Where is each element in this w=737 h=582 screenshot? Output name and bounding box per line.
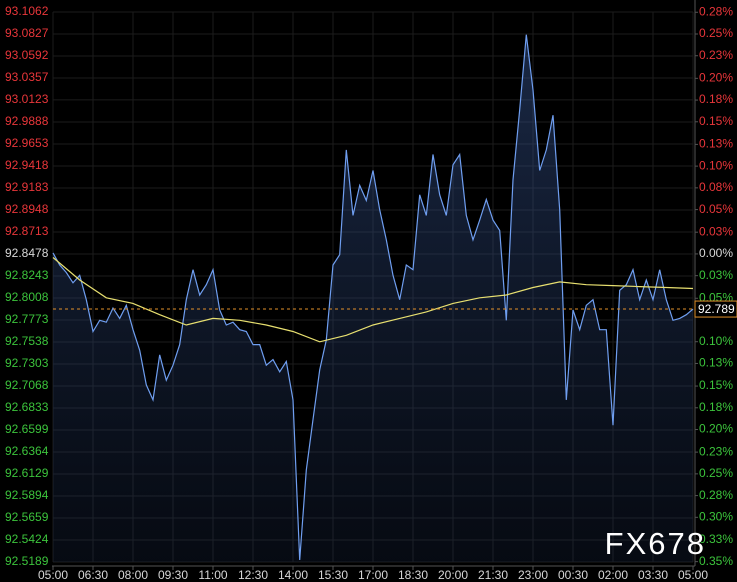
y-tick-label: 92.7068 (5, 378, 49, 392)
y-tick-label: 93.0357 (5, 70, 49, 84)
y-tick-label: 92.6129 (5, 466, 49, 480)
y2-tick-label: 0.33% (699, 532, 733, 546)
x-tick-label: 00:30 (558, 568, 588, 582)
y2-tick-label: 0.00% (699, 246, 733, 260)
y2-tick-label: 0.05% (699, 202, 733, 216)
y-tick-label: 93.0123 (5, 92, 49, 106)
y2-tick-label: 0.18% (699, 400, 733, 414)
x-tick-label: 18:30 (398, 568, 428, 582)
x-tick-label: 11:00 (198, 568, 227, 582)
y-tick-label: 92.6833 (5, 400, 49, 414)
y-tick-label: 92.9888 (5, 114, 49, 128)
y-tick-label: 92.9653 (5, 136, 49, 150)
watermark: FX678 (605, 526, 706, 561)
x-tick-label: 20:00 (438, 568, 468, 582)
y-tick-label: 92.5659 (5, 510, 49, 524)
x-tick-label: 12:30 (238, 568, 268, 582)
y2-tick-label: 0.25% (699, 26, 733, 40)
y2-tick-label: 0.23% (699, 48, 733, 62)
y-tick-label: 92.8478 (5, 246, 49, 260)
y-tick-label: 93.0592 (5, 48, 49, 62)
x-tick-label: 02:00 (598, 568, 628, 582)
y-tick-label: 92.8713 (5, 224, 49, 238)
x-tick-label: 09:30 (158, 568, 188, 582)
x-tick-label: 17:00 (358, 568, 388, 582)
last-price-label: 92.789 (698, 302, 735, 316)
x-tick-label: 23:00 (518, 568, 548, 582)
x-tick-label: 15:30 (318, 568, 348, 582)
x-tick-label: 03:30 (638, 568, 668, 582)
x-tick-label: 06:30 (78, 568, 108, 582)
y2-tick-label: 0.08% (699, 180, 733, 194)
x-tick-label: 05:00 (678, 568, 708, 582)
y2-tick-label: 0.25% (699, 466, 733, 480)
y-tick-label: 92.7773 (5, 312, 49, 326)
y2-tick-label: 0.03% (699, 268, 733, 282)
y-tick-label: 92.6364 (5, 444, 49, 458)
y-tick-label: 92.8948 (5, 202, 49, 216)
y2-tick-label: 0.28% (699, 488, 733, 502)
last-price-box (694, 300, 737, 318)
y-tick-label: 92.7538 (5, 334, 49, 348)
y-tick-label: 92.5189 (5, 554, 49, 568)
y2-tick-label: 0.10% (699, 334, 733, 348)
y2-tick-label: 0.15% (699, 114, 733, 128)
y-tick-label: 92.5894 (5, 488, 49, 502)
y2-tick-label: 0.13% (699, 356, 733, 370)
y-tick-label: 92.9418 (5, 158, 49, 172)
y-tick-label: 92.9183 (5, 180, 49, 194)
y2-tick-label: 0.18% (699, 92, 733, 106)
y2-tick-label: 0.20% (699, 70, 733, 84)
x-tick-label: 05:00 (38, 568, 68, 582)
y-tick-label: 92.7303 (5, 356, 49, 370)
price-area (53, 34, 693, 562)
x-tick-label: 21:30 (478, 568, 508, 582)
y2-tick-label: 0.13% (699, 137, 733, 151)
y-tick-label: 92.6599 (5, 422, 49, 436)
y2-tick-label: 0.28% (699, 4, 733, 18)
moving-average-line (52, 257, 694, 343)
x-tick-label: 08:00 (118, 568, 148, 582)
y2-tick-label: 0.30% (699, 509, 733, 523)
y2-tick-label: 0.15% (699, 378, 733, 392)
price-line (52, 34, 694, 561)
y2-tick-label: 0.20% (699, 422, 733, 436)
y2-tick-label: 0.23% (699, 444, 733, 458)
y-tick-label: 92.8008 (5, 290, 49, 304)
x-tick-label: 14:00 (278, 568, 308, 582)
y-tick-label: 93.0827 (5, 26, 49, 40)
y2-tick-label: 0.35% (699, 554, 733, 568)
y-tick-label: 92.8243 (5, 268, 49, 282)
y2-tick-label: 0.03% (699, 224, 733, 238)
y-tick-label: 93.1062 (5, 4, 49, 18)
y-tick-label: 92.5424 (5, 532, 49, 546)
y2-tick-label: 0.10% (699, 158, 733, 172)
